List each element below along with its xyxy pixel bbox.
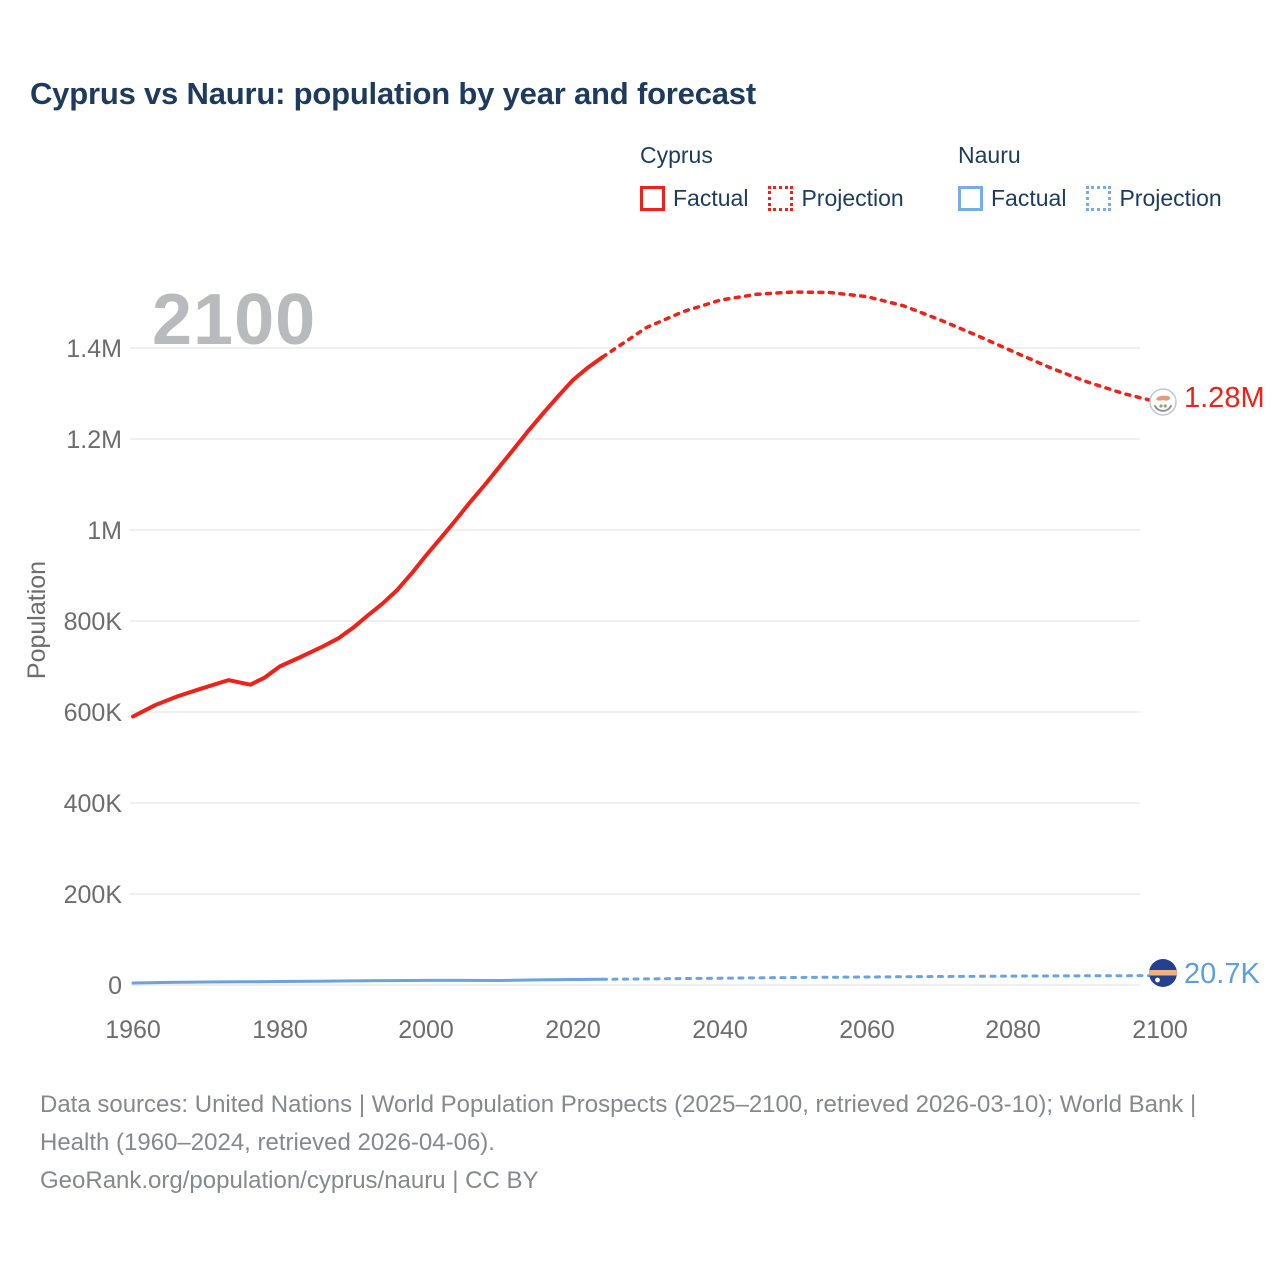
data-sources-text: Data sources: United Nations | World Pop…: [40, 1091, 1197, 1156]
y-tick: 1.2M: [66, 426, 122, 454]
x-tick: 2100: [1132, 1016, 1188, 1044]
x-tick: 1960: [105, 1016, 161, 1044]
x-tick: 2000: [398, 1016, 454, 1044]
nauru-projection-line[interactable]: [601, 974, 1162, 981]
y-axis-title: Population: [23, 561, 51, 679]
nauru-factual-label[interactable]: Factual: [991, 185, 1067, 211]
cyprus-factual-line[interactable]: [131, 355, 605, 719]
cyprus-flag-icon: [1149, 388, 1177, 416]
y-tick-labels: 1.4M 1.2M 1M 800K 600K 400K 200K 0: [64, 335, 123, 1000]
cyprus-projection-label[interactable]: Projection: [801, 185, 904, 211]
cyprus-projection-line[interactable]: [600, 290, 1162, 405]
legend-group-nauru: Nauru Factual Projection: [958, 142, 1222, 212]
watermark-year: 2100: [152, 280, 316, 360]
x-tick: 1980: [252, 1016, 308, 1044]
footer: Data sources: United Nations | World Pop…: [40, 1086, 1225, 1200]
cyprus-factual-swatch-icon[interactable]: [640, 186, 665, 211]
nauru-end-value: 20.7K: [1184, 958, 1260, 990]
nauru-projection-label[interactable]: Projection: [1119, 185, 1222, 211]
y-tick: 400K: [64, 790, 123, 818]
legend: Cyprus Factual Projection Nauru Factual …: [0, 142, 1280, 222]
x-tick-labels: 1960 1980 2000 2020 2040 2060 2080 2100: [105, 1016, 1188, 1044]
y-tick: 800K: [64, 608, 123, 636]
nauru-factual-line[interactable]: [131, 977, 604, 985]
x-tick: 2020: [545, 1016, 601, 1044]
x-tick: 2080: [985, 1016, 1041, 1044]
y-tick: 1.4M: [66, 335, 122, 363]
nauru-flag-icon: [1149, 959, 1177, 987]
legend-title-nauru: Nauru: [958, 142, 1021, 168]
y-tick: 1M: [87, 517, 122, 545]
nauru-projection-swatch-icon[interactable]: [1086, 186, 1112, 211]
cyprus-factual-label[interactable]: Factual: [673, 185, 749, 211]
chart-title: Cyprus vs Nauru: population by year and …: [30, 76, 756, 111]
y-tick: 600K: [64, 699, 123, 727]
legend-title-cyprus: Cyprus: [640, 142, 713, 168]
x-tick: 2060: [839, 1016, 895, 1044]
y-gridlines: [130, 347, 1140, 986]
nauru-factual-swatch-icon[interactable]: [958, 186, 983, 211]
y-tick: 200K: [64, 881, 123, 909]
x-tick: 2040: [692, 1016, 748, 1044]
cyprus-end-value: 1.28M: [1184, 382, 1265, 414]
attribution-link[interactable]: GeoRank.org/population/cyprus/nauru | CC…: [40, 1167, 539, 1194]
cyprus-projection-swatch-icon[interactable]: [768, 186, 794, 211]
legend-group-cyprus: Cyprus Factual Projection: [640, 142, 904, 212]
y-tick: 0: [108, 972, 122, 1000]
